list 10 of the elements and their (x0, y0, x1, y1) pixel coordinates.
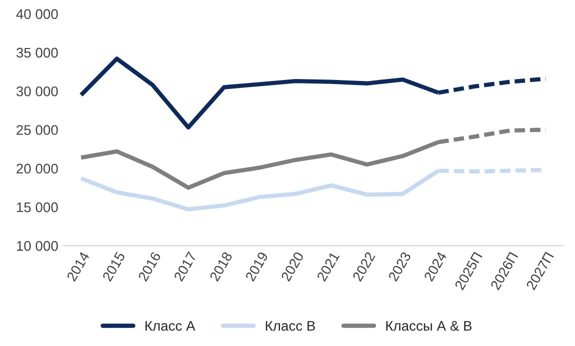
y-tick-label: 20 000 (16, 164, 58, 174)
y-tick-label: 35 000 (16, 48, 58, 58)
y-tick-label: 25 000 (16, 125, 58, 135)
legend-label: Классы А & В (386, 321, 472, 331)
y-tick-label: 40 000 (16, 9, 58, 20)
y-tick-label: 10 000 (16, 240, 58, 251)
y-tick-label: 15 000 (16, 202, 58, 212)
y-tick-label: 30 000 (16, 86, 58, 96)
legend-label: Класс В (266, 321, 315, 331)
legend-label: Класс А (146, 321, 196, 331)
